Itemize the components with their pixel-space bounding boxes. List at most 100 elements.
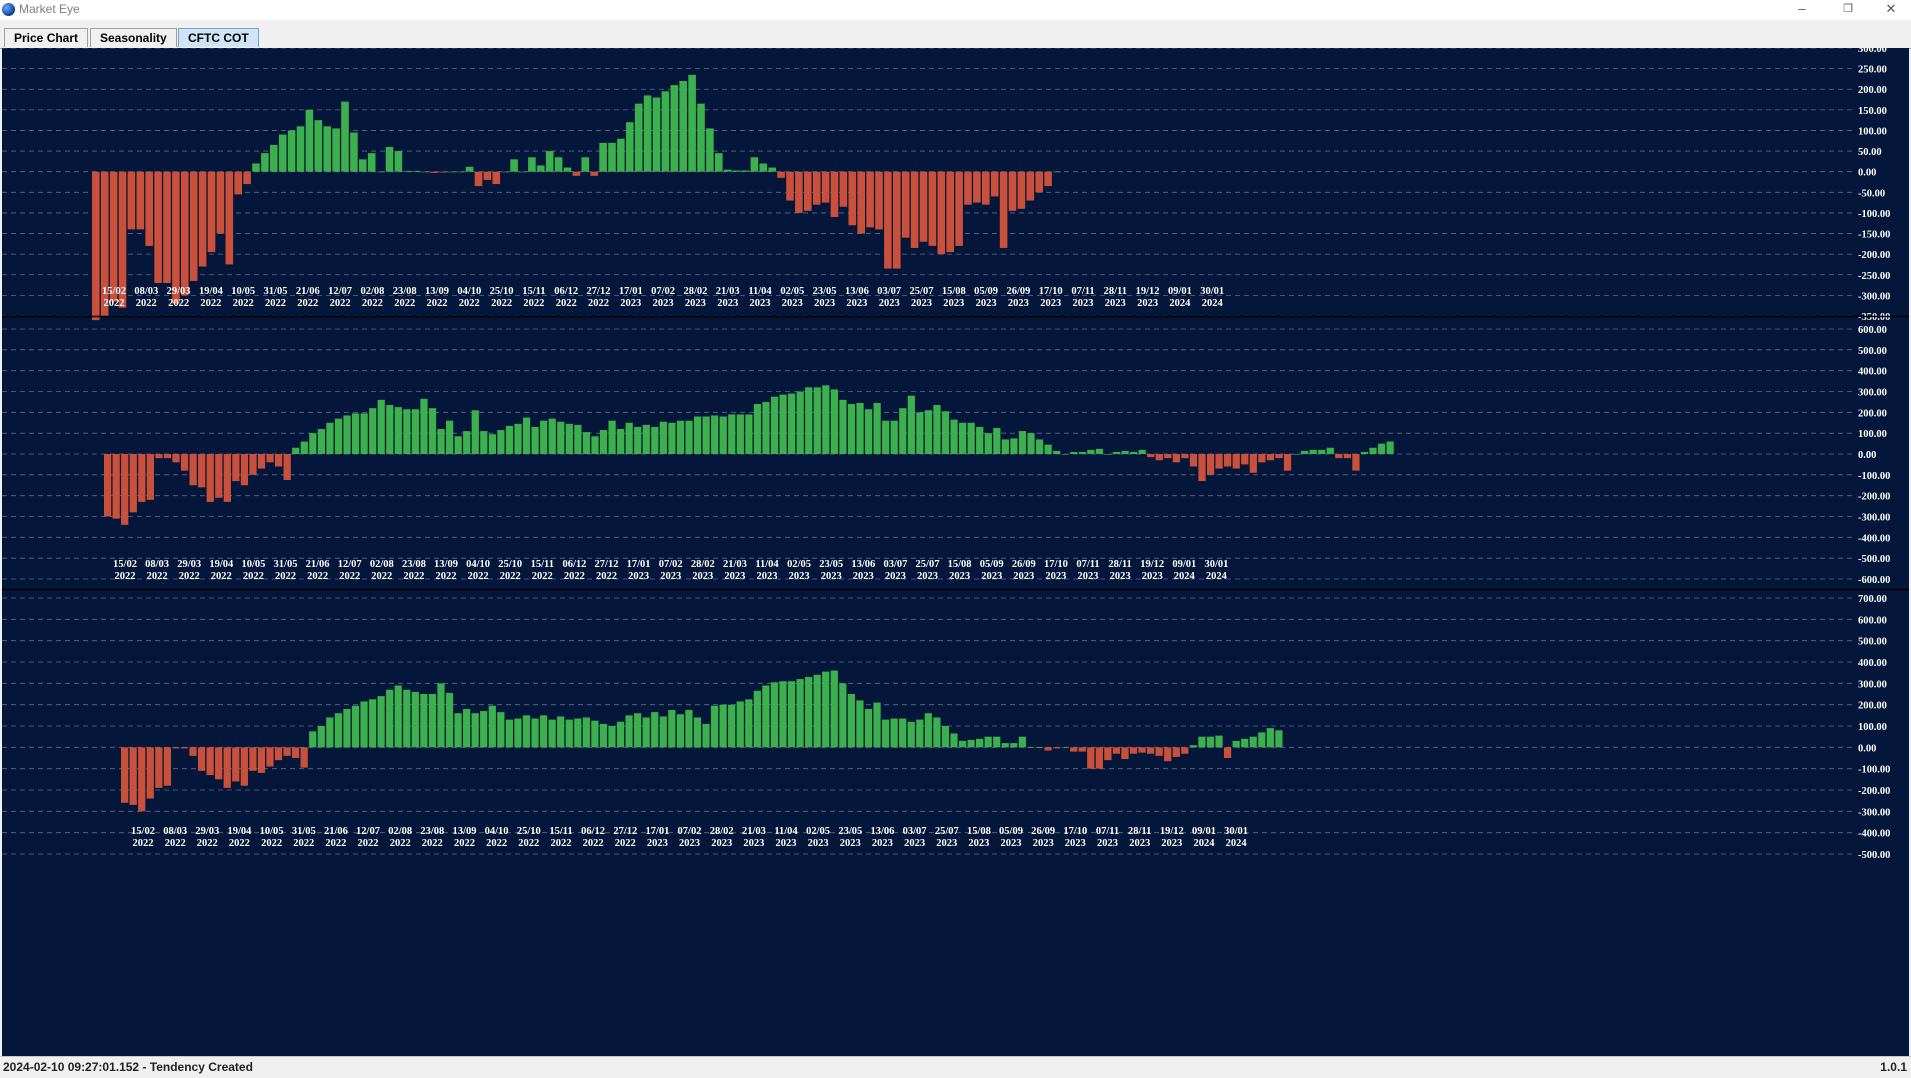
x-tick-label-year: 2023 bbox=[1142, 571, 1163, 582]
minimize-button[interactable]: – bbox=[1798, 1, 1806, 16]
x-tick-label-date: 13/06 bbox=[845, 286, 869, 297]
x-tick-label-date: 30/01 bbox=[1224, 826, 1248, 837]
cot-bar bbox=[599, 723, 608, 748]
cot-bar bbox=[762, 401, 770, 454]
cot-bar bbox=[899, 718, 907, 748]
y-tick-label: 300.00 bbox=[1858, 679, 1887, 690]
cot-bar bbox=[448, 171, 456, 173]
cot-bar bbox=[941, 411, 950, 454]
cot-bar bbox=[1104, 454, 1112, 455]
cot-bar bbox=[411, 691, 419, 748]
x-tick-label-year: 2024 bbox=[1169, 298, 1191, 309]
x-tick-label-year: 2022 bbox=[136, 298, 157, 309]
cot-bar bbox=[497, 712, 505, 748]
cot-bar bbox=[753, 404, 762, 454]
cot-bar bbox=[223, 747, 231, 788]
cot-bar bbox=[830, 389, 838, 454]
x-tick-label-date: 02/08 bbox=[388, 826, 412, 837]
cot-bar bbox=[343, 415, 351, 454]
cot-bar bbox=[1181, 747, 1189, 754]
cot-bar bbox=[1018, 736, 1026, 748]
cot-bar bbox=[788, 393, 796, 454]
status-bar: 2024-02-10 09:27:01.152 - Tendency Creat… bbox=[0, 1056, 1911, 1078]
x-tick-label-year: 2023 bbox=[976, 298, 997, 309]
cot-bar bbox=[411, 409, 420, 454]
x-tick-label-year: 2024 bbox=[1194, 838, 1216, 849]
cot-bar bbox=[386, 405, 394, 454]
y-tick-label: 600.00 bbox=[1858, 615, 1887, 626]
cot-bar bbox=[574, 718, 582, 748]
x-tick-label-date: 29/03 bbox=[195, 826, 219, 837]
cot-bar bbox=[702, 723, 710, 748]
cot-bar bbox=[437, 683, 445, 748]
close-button[interactable]: ✕ bbox=[1885, 1, 1897, 16]
cot-bar bbox=[723, 169, 732, 172]
cot-bar bbox=[565, 423, 573, 454]
x-tick-label-date: 23/08 bbox=[402, 559, 426, 570]
tab-seasonality[interactable]: Seasonality bbox=[90, 28, 177, 47]
cot-bar bbox=[1377, 443, 1386, 454]
x-tick-label-year: 2022 bbox=[358, 838, 379, 849]
cot-bar bbox=[745, 699, 753, 748]
x-tick-label-year: 2022 bbox=[454, 838, 475, 849]
x-tick-label-year: 2022 bbox=[165, 838, 186, 849]
cot-bar bbox=[189, 747, 197, 756]
x-tick-label-year: 2022 bbox=[436, 571, 457, 582]
cot-bar bbox=[884, 171, 892, 269]
x-tick-label-date: 11/04 bbox=[755, 559, 779, 570]
cot-bar bbox=[215, 454, 223, 498]
x-tick-label-date: 21/06 bbox=[306, 559, 330, 570]
x-tick-label-date: 10/05 bbox=[241, 559, 265, 570]
cot-bar bbox=[847, 404, 856, 454]
cot-bar bbox=[360, 413, 368, 455]
cot-bar bbox=[1078, 451, 1086, 454]
x-tick-label-date: 02/08 bbox=[370, 559, 394, 570]
x-tick-label-year: 2022 bbox=[179, 571, 200, 582]
cot-bar bbox=[1309, 449, 1317, 454]
cot-bar bbox=[1360, 451, 1369, 454]
x-tick-label-year: 2022 bbox=[168, 298, 189, 309]
x-tick-label-date: 25/07 bbox=[910, 286, 934, 297]
x-tick-label-year: 2023 bbox=[628, 571, 649, 582]
cot-bar bbox=[92, 171, 100, 321]
window-title: Market Eye bbox=[19, 2, 80, 16]
cot-charts-svg: 300.00 250.00 200.00 150.00 100.00 50.00 0.00 -… bbox=[2, 48, 1909, 861]
cot-bar bbox=[292, 447, 300, 454]
cot-bar bbox=[446, 420, 454, 454]
x-tick-label-year: 2023 bbox=[1001, 838, 1022, 849]
restore-button[interactable]: ❐ bbox=[1843, 3, 1853, 15]
cot-bar bbox=[1052, 747, 1061, 749]
cot-bar bbox=[206, 454, 214, 502]
cot-bar bbox=[510, 159, 518, 172]
x-tick-label-year: 2022 bbox=[468, 571, 489, 582]
cot-bar bbox=[554, 157, 563, 172]
tab-cftc-cot[interactable]: CFTC COT bbox=[178, 28, 259, 47]
cot-bar bbox=[480, 711, 488, 748]
y-tick-label: -200.00 bbox=[1858, 492, 1890, 503]
x-tick-label-year: 2022 bbox=[362, 298, 383, 309]
cot-bar bbox=[1070, 747, 1078, 752]
cot-bar bbox=[1206, 454, 1215, 475]
cot-bar bbox=[275, 454, 283, 467]
cot-bar bbox=[522, 417, 531, 454]
cot-bar bbox=[163, 171, 171, 284]
cot-bar bbox=[368, 699, 377, 748]
tab-price-chart[interactable]: Price Chart bbox=[4, 28, 89, 47]
cot-bar bbox=[377, 696, 385, 748]
cot-bar bbox=[249, 454, 257, 475]
y-tick-label: -150.00 bbox=[1858, 230, 1890, 241]
x-tick-label-year: 2022 bbox=[104, 298, 125, 309]
y-tick-label: 500.00 bbox=[1858, 346, 1887, 357]
cot-bar bbox=[317, 726, 325, 748]
cot-bar bbox=[643, 95, 652, 172]
cot-bar bbox=[1035, 439, 1044, 454]
cot-bar bbox=[890, 718, 898, 748]
cot-bar bbox=[1172, 747, 1180, 757]
cot-bar bbox=[634, 426, 642, 454]
cot-bar bbox=[741, 170, 750, 172]
x-tick-label-year: 2023 bbox=[679, 838, 700, 849]
cot-bar bbox=[710, 705, 719, 748]
cot-bar bbox=[1017, 171, 1026, 209]
x-tick-label-date: 03/07 bbox=[903, 826, 927, 837]
x-tick-label-year: 2023 bbox=[981, 571, 1002, 582]
